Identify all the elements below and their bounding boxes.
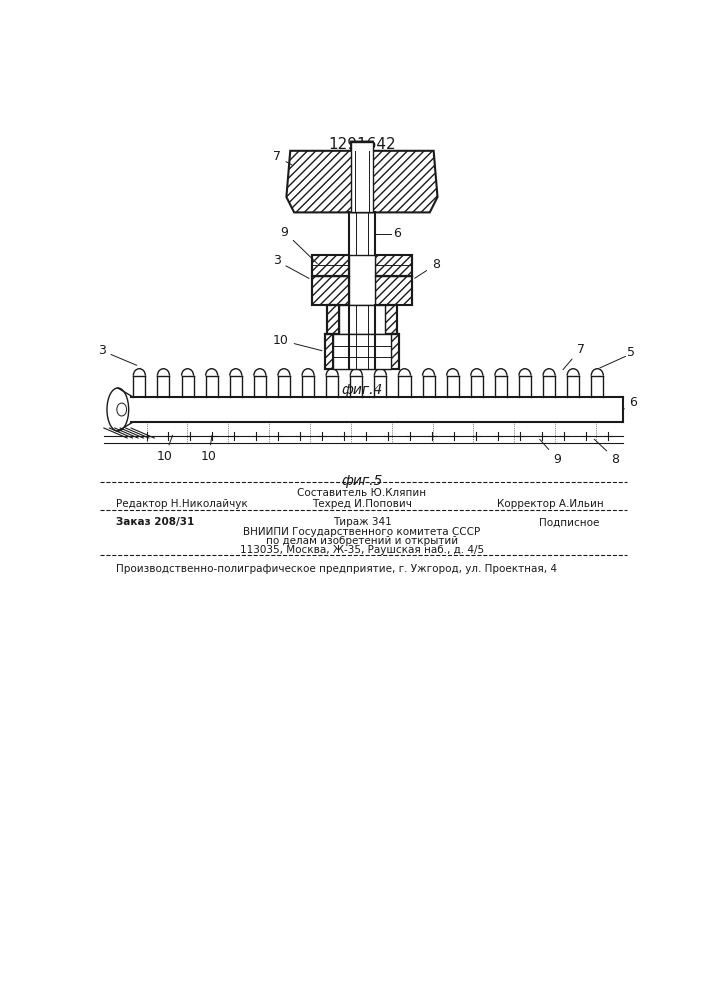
Bar <box>392 334 399 369</box>
Text: Корректор А.Ильин: Корректор А.Ильин <box>497 499 604 509</box>
Text: 10: 10 <box>273 334 322 351</box>
Text: 7: 7 <box>273 150 292 165</box>
Text: Производственно-полиграфическое предприятие, г. Ужгород, ул. Проектная, 4: Производственно-полиграфическое предприя… <box>115 564 556 574</box>
Text: Техред И.Попович: Техред И.Попович <box>312 499 412 509</box>
Text: Подписное: Подписное <box>539 517 599 527</box>
Text: 7: 7 <box>563 343 585 370</box>
Text: 10: 10 <box>156 435 173 463</box>
Text: 9: 9 <box>281 226 317 264</box>
Text: Заказ 208/31: Заказ 208/31 <box>115 517 194 527</box>
Text: 5: 5 <box>627 346 635 359</box>
Text: Составитель Ю.Кляпин: Составитель Ю.Кляпин <box>298 488 426 498</box>
Text: Редактор Н.Николайчук: Редактор Н.Николайчук <box>115 499 247 509</box>
Text: 3: 3 <box>98 344 136 365</box>
Bar <box>332 334 392 369</box>
Text: 9: 9 <box>539 439 561 466</box>
Text: ВНИИПИ Государственного комитета СССР: ВНИИПИ Государственного комитета СССР <box>243 527 481 537</box>
Text: 6: 6 <box>393 227 401 240</box>
Bar <box>385 305 397 334</box>
Text: 8: 8 <box>415 258 440 278</box>
Text: Тираж 341: Тираж 341 <box>332 517 392 527</box>
Text: 3: 3 <box>273 254 309 278</box>
Bar <box>312 276 349 305</box>
Bar <box>349 255 375 305</box>
Text: 10: 10 <box>201 435 216 463</box>
Text: 1291642: 1291642 <box>328 137 396 152</box>
Ellipse shape <box>117 403 127 416</box>
Text: фиг.5: фиг.5 <box>341 474 382 488</box>
Bar <box>325 334 332 369</box>
Bar <box>339 305 385 334</box>
Bar <box>349 305 375 369</box>
Text: 8: 8 <box>594 439 619 466</box>
Text: 113035, Москва, Ж-35, Раушская наб., д. 4/5: 113035, Москва, Ж-35, Раушская наб., д. … <box>240 545 484 555</box>
Text: по делам изобретений и открытий: по делам изобретений и открытий <box>266 536 458 546</box>
Bar <box>312 255 349 276</box>
Bar <box>351 142 373 212</box>
Bar <box>375 255 412 276</box>
Ellipse shape <box>107 388 129 431</box>
Bar <box>349 212 375 305</box>
Text: 6: 6 <box>623 396 637 410</box>
Bar <box>327 305 339 334</box>
Text: фиг.4: фиг.4 <box>341 383 382 397</box>
Bar <box>375 276 412 305</box>
